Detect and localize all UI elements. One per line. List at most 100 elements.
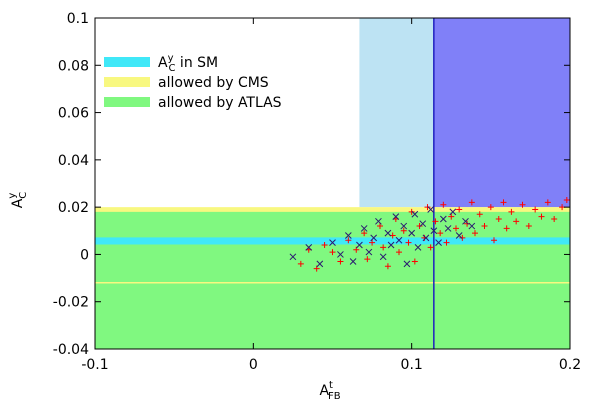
point bbox=[424, 204, 431, 211]
point bbox=[419, 220, 427, 228]
plot-area bbox=[95, 18, 570, 349]
point bbox=[356, 241, 363, 249]
legend-base: A bbox=[158, 55, 168, 71]
point bbox=[316, 260, 324, 268]
y-label-sub: C bbox=[18, 192, 29, 199]
point bbox=[369, 239, 376, 246]
point bbox=[532, 206, 539, 213]
point bbox=[379, 253, 387, 261]
point bbox=[345, 237, 352, 244]
point bbox=[519, 201, 526, 208]
point bbox=[329, 249, 336, 256]
point bbox=[384, 229, 392, 237]
y-tick-label: 0.06 bbox=[58, 106, 89, 122]
point bbox=[344, 232, 352, 239]
y-label-base: A bbox=[10, 198, 26, 208]
point bbox=[459, 234, 466, 241]
y-tick-label: -0.04 bbox=[53, 342, 89, 358]
point bbox=[408, 229, 416, 237]
point bbox=[448, 213, 455, 220]
point bbox=[414, 243, 422, 251]
point bbox=[525, 223, 532, 230]
point bbox=[481, 223, 488, 230]
point bbox=[472, 230, 478, 237]
point bbox=[500, 199, 507, 206]
x-tick-label: 0.1 bbox=[401, 357, 423, 373]
point bbox=[476, 211, 483, 218]
point bbox=[513, 218, 520, 225]
legend-swatch bbox=[104, 97, 150, 107]
point bbox=[297, 260, 304, 267]
point bbox=[468, 199, 475, 206]
plot-frame bbox=[94, 17, 571, 350]
x-tick-label: 0 bbox=[249, 357, 258, 373]
point bbox=[551, 215, 558, 222]
point bbox=[375, 217, 382, 225]
point bbox=[384, 263, 391, 270]
region bbox=[433, 18, 570, 208]
point bbox=[432, 218, 439, 225]
x-label-sup: t bbox=[329, 380, 333, 391]
point bbox=[396, 249, 402, 256]
legend-label: allowed by ATLAS bbox=[158, 95, 282, 111]
point bbox=[437, 230, 444, 237]
legend-sup: y bbox=[168, 53, 174, 64]
point bbox=[435, 239, 442, 246]
point bbox=[439, 215, 447, 223]
point bbox=[495, 215, 502, 222]
legend-text: in SM bbox=[175, 55, 218, 71]
y-tick-label: 0.1 bbox=[67, 11, 89, 27]
region bbox=[95, 237, 570, 245]
point bbox=[449, 208, 457, 216]
x-tick-label: -0.1 bbox=[81, 357, 108, 373]
point bbox=[456, 206, 463, 213]
point bbox=[411, 210, 419, 218]
point bbox=[337, 251, 344, 258]
point bbox=[349, 258, 357, 265]
y-tick-label: -0.02 bbox=[53, 295, 89, 311]
point bbox=[289, 253, 297, 261]
y-tick-label: 0.04 bbox=[58, 153, 89, 169]
point bbox=[411, 258, 418, 265]
point bbox=[400, 227, 407, 234]
point bbox=[416, 223, 423, 230]
legend-swatch bbox=[104, 57, 150, 67]
x-label-sub: FB bbox=[328, 391, 341, 402]
point bbox=[365, 248, 373, 256]
point bbox=[503, 225, 510, 232]
point bbox=[563, 197, 570, 204]
point bbox=[468, 222, 476, 230]
point bbox=[443, 239, 450, 246]
point bbox=[377, 223, 383, 230]
point bbox=[455, 232, 463, 239]
point bbox=[405, 239, 412, 246]
point bbox=[400, 222, 408, 230]
point bbox=[487, 204, 494, 211]
legend-label: allowed by CMS bbox=[158, 75, 269, 91]
point bbox=[329, 239, 336, 246]
point bbox=[422, 234, 430, 242]
point bbox=[395, 236, 403, 244]
y-tick-label: 0.02 bbox=[58, 200, 89, 216]
point bbox=[538, 213, 545, 220]
point bbox=[360, 225, 368, 232]
point bbox=[544, 199, 551, 206]
x-axis-label: At FB bbox=[319, 380, 340, 402]
point bbox=[370, 234, 378, 242]
y-label-sup: y bbox=[7, 193, 18, 199]
point bbox=[491, 237, 497, 244]
legend-label: Ay C in SM bbox=[158, 53, 218, 74]
legend-swatch bbox=[104, 77, 150, 87]
point bbox=[408, 208, 415, 215]
point bbox=[361, 230, 368, 237]
point bbox=[337, 258, 344, 265]
point bbox=[508, 208, 515, 215]
y-tick-label: 0.08 bbox=[58, 58, 89, 74]
point bbox=[387, 241, 395, 249]
point bbox=[444, 225, 452, 232]
point bbox=[380, 244, 387, 251]
point bbox=[392, 213, 400, 220]
point bbox=[427, 206, 435, 213]
y-axis-label: AyC bbox=[7, 192, 29, 209]
